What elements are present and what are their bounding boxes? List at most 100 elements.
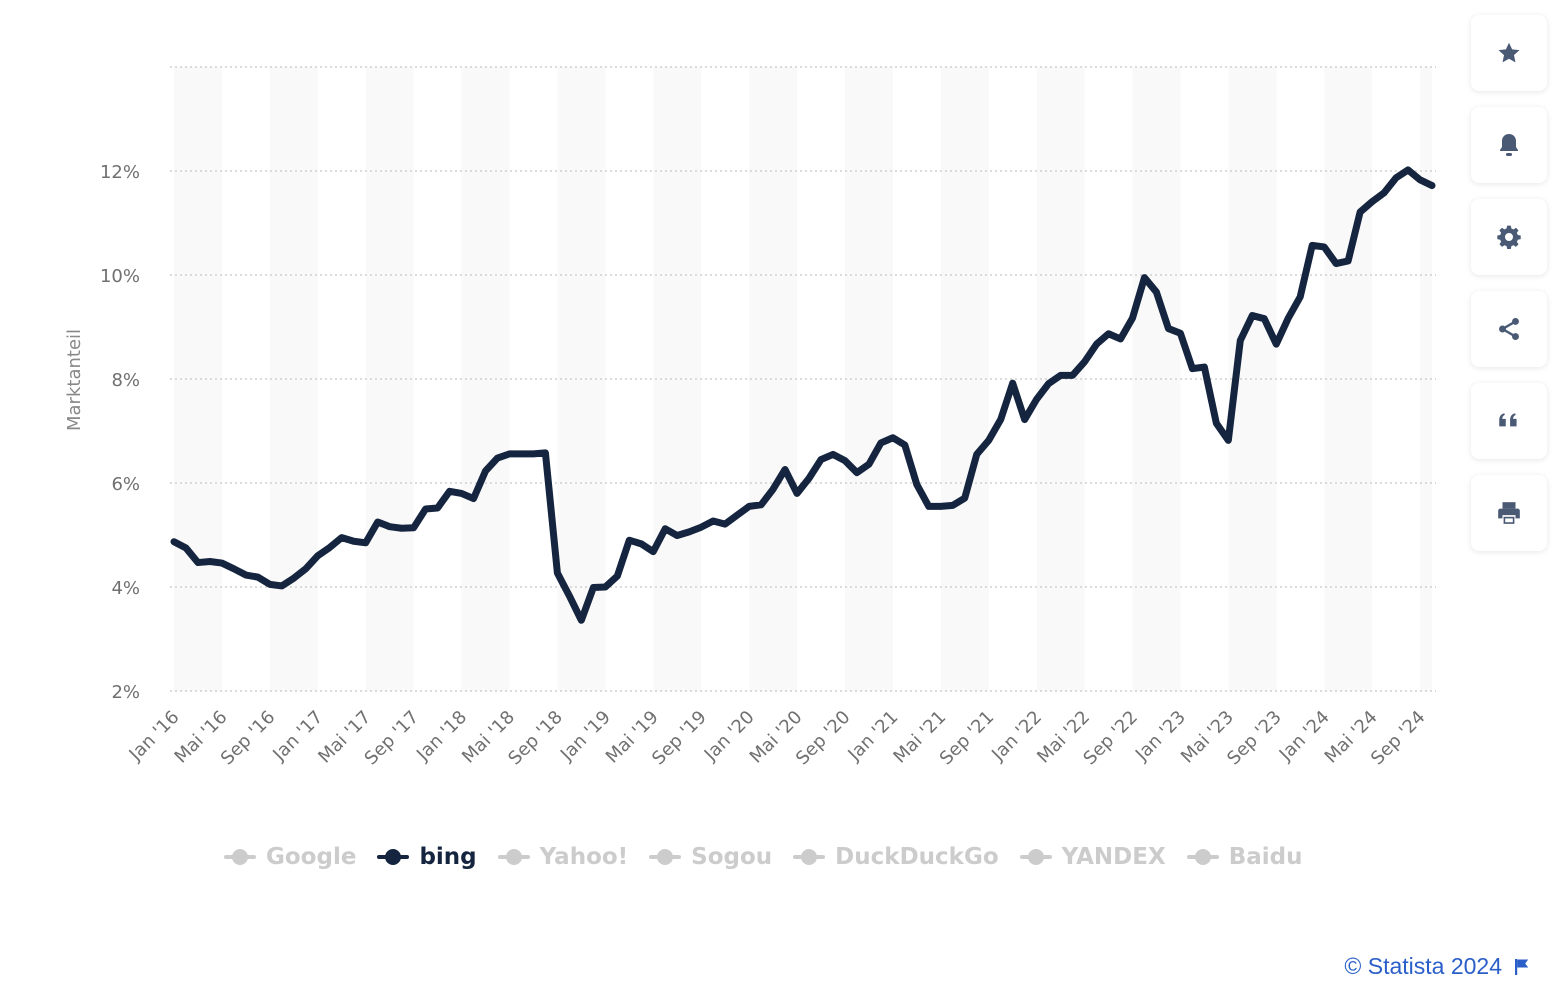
- series-line-bing: [170, 166, 1436, 624]
- data-point: [1106, 331, 1112, 337]
- data-point: [279, 583, 285, 589]
- data-point: [1046, 381, 1052, 387]
- data-point: [1429, 183, 1435, 189]
- legend-item-yahoo[interactable]: Yahoo!: [497, 844, 628, 870]
- statista-credit[interactable]: © Statista 2024: [1344, 953, 1530, 980]
- data-point: [746, 503, 752, 509]
- data-point: [602, 584, 608, 590]
- legend-item-google[interactable]: Google: [224, 844, 356, 870]
- data-point: [590, 585, 596, 591]
- data-point: [243, 572, 249, 578]
- legend-swatch: [793, 849, 826, 865]
- legend-label: Baidu: [1228, 844, 1303, 870]
- legend-item-yandex[interactable]: YANDEX: [1019, 844, 1166, 870]
- data-point: [1237, 338, 1243, 344]
- y-axis-ticks: 2% 4% 6% 8% 10% 12%: [100, 162, 140, 703]
- legend-label: Sogou: [691, 844, 773, 870]
- settings-button[interactable]: [1471, 199, 1547, 275]
- legend-swatch: [1186, 849, 1219, 865]
- legend-item-baidu[interactable]: Baidu: [1186, 844, 1303, 870]
- chart-band: [845, 67, 893, 691]
- data-point: [518, 451, 524, 457]
- data-point: [842, 458, 848, 464]
- x-tick-label: Sep '24: [1367, 707, 1430, 770]
- data-point: [1285, 315, 1291, 321]
- chart-band: [1324, 67, 1373, 691]
- data-point: [674, 533, 680, 539]
- cite-button[interactable]: [1471, 383, 1547, 459]
- data-point: [435, 505, 441, 511]
- legend-item-sogou[interactable]: Sogou: [649, 844, 772, 870]
- data-point: [483, 468, 489, 474]
- data-point: [1273, 341, 1279, 347]
- bell-icon: [1500, 134, 1518, 156]
- data-point: [1177, 330, 1183, 336]
- data-point: [638, 541, 644, 547]
- legend-item-duckduckgo[interactable]: DuckDuckGo: [793, 844, 999, 870]
- data-point: [926, 503, 932, 509]
- share-icon: [1499, 317, 1519, 341]
- data-point: [1297, 294, 1303, 300]
- data-point: [1261, 316, 1267, 322]
- x-tick-label: Sep '19: [648, 707, 711, 770]
- data-point: [1082, 359, 1088, 365]
- data-point: [1393, 175, 1399, 181]
- x-tick-label: Sep '23: [1223, 707, 1286, 770]
- data-point: [890, 435, 896, 441]
- data-point: [231, 566, 237, 572]
- data-point: [758, 502, 764, 508]
- data-point: [1333, 261, 1339, 267]
- notification-button[interactable]: [1471, 107, 1547, 183]
- data-point: [506, 451, 512, 457]
- data-point: [854, 470, 860, 476]
- data-point: [770, 486, 776, 492]
- legend-swatch: [497, 849, 530, 865]
- data-point: [698, 524, 704, 530]
- data-point: [914, 482, 920, 488]
- data-point: [1213, 420, 1219, 426]
- data-point: [998, 417, 1004, 423]
- data-point: [662, 526, 668, 532]
- legend-swatch: [1019, 849, 1052, 865]
- chart-band: [749, 67, 798, 691]
- data-point: [1141, 275, 1147, 281]
- legend-item-bing[interactable]: bing: [377, 844, 477, 870]
- chart-gridlines: [170, 66, 1436, 692]
- legend-label: Google: [266, 844, 357, 870]
- data-point: [195, 560, 201, 566]
- data-point: [686, 529, 692, 535]
- data-point: [1165, 326, 1171, 332]
- legend-label: YANDEX: [1061, 844, 1166, 870]
- data-point: [1249, 313, 1255, 319]
- data-point: [1357, 209, 1363, 215]
- quote-icon: [1499, 413, 1517, 427]
- data-point: [866, 461, 872, 467]
- x-tick-label: Sep '21: [936, 707, 999, 770]
- data-point: [1417, 177, 1423, 183]
- data-point: [267, 581, 273, 587]
- data-point: [878, 440, 884, 446]
- data-point: [1010, 380, 1016, 386]
- data-point: [459, 490, 465, 496]
- data-point: [530, 451, 536, 457]
- y-axis-label: Marktanteil: [64, 329, 85, 431]
- data-point: [375, 519, 381, 525]
- x-tick-label: Sep '16: [217, 707, 280, 770]
- data-point: [782, 466, 788, 472]
- print-button[interactable]: [1471, 475, 1547, 551]
- data-point: [626, 537, 632, 543]
- data-point: [614, 573, 620, 579]
- data-point: [794, 490, 800, 496]
- data-point: [339, 535, 345, 541]
- favorite-button[interactable]: [1471, 15, 1547, 91]
- data-point: [1094, 341, 1100, 347]
- data-point: [411, 525, 417, 531]
- share-button[interactable]: [1471, 291, 1547, 367]
- legend-swatch: [649, 849, 682, 865]
- data-point: [554, 570, 560, 576]
- data-point: [1201, 364, 1207, 370]
- x-tick-label: Sep '17: [361, 707, 424, 770]
- data-point: [1345, 258, 1351, 264]
- data-point: [1381, 190, 1387, 196]
